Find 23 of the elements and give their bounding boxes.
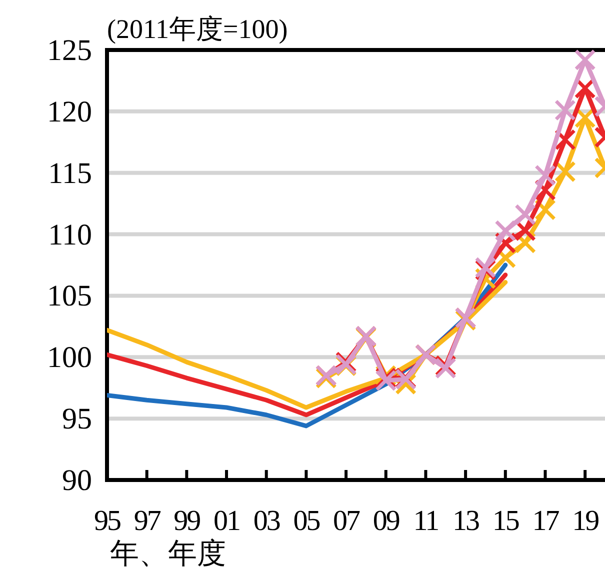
x-tick-label: 09 xyxy=(372,505,400,537)
y-tick-label: 120 xyxy=(47,95,92,128)
x-tick-label: 15 xyxy=(492,505,520,537)
y-tick-label: 90 xyxy=(62,464,92,497)
x-tick-label: 17 xyxy=(532,505,560,537)
x-tick-label: 11 xyxy=(413,505,438,537)
x-tick-label: 99 xyxy=(174,505,201,537)
x-tick-label: 13 xyxy=(452,505,480,537)
y-tick-label: 105 xyxy=(47,280,92,313)
x-tick-label: 95 xyxy=(94,505,121,537)
x-tick-label: 03 xyxy=(253,505,280,537)
x-tick-label: 01 xyxy=(214,505,240,537)
x-axis-title: 年、年度 xyxy=(110,538,226,570)
y-axis-title: (2011年度=100) xyxy=(107,14,288,44)
x-tick-label: 97 xyxy=(134,505,161,537)
y-tick-label: 100 xyxy=(47,341,92,374)
x-tick-label: 05 xyxy=(293,505,320,537)
y-tick-label: 110 xyxy=(48,218,92,252)
y-tick-label: 125 xyxy=(47,34,92,67)
y-tick-label: 115 xyxy=(48,156,92,190)
x-tick-label: 07 xyxy=(333,505,360,537)
y-tick-label: 95 xyxy=(62,402,92,436)
x-tick-label: 19 xyxy=(572,505,600,537)
